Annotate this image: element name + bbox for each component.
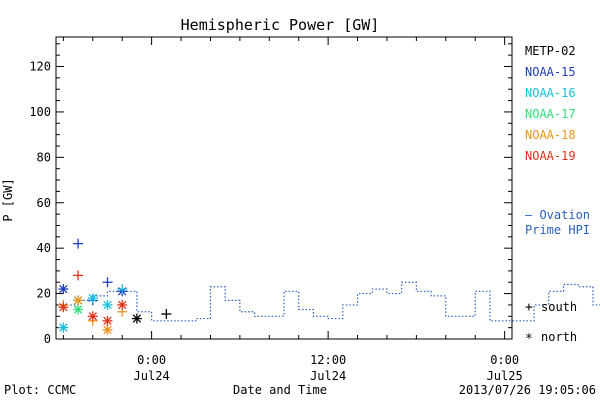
north-marker [87,311,98,322]
marker-stroke [103,316,112,326]
marker-stroke [73,296,83,305]
legend-entry: NOAA-18 [525,128,576,142]
marker-stroke [59,284,68,294]
x-axis-label: Date and Time [233,383,327,397]
north-marker [117,299,128,310]
chart-title: Hemispheric Power [GW] [181,16,380,34]
x-tick-date: Jul24 [134,369,170,383]
ovation-hpi-line [63,281,600,322]
x-tick-date: Jul24 [310,369,346,383]
north-marker [131,313,142,324]
plot-frame [55,36,513,340]
ovation-legend-line1: — Ovation [525,208,590,222]
north-marker [58,322,69,333]
x-tick-date: Jul25 [487,369,523,383]
north-marker [58,302,69,313]
marker-stroke [59,323,68,332]
south-marker [73,238,84,249]
x-tick-time: 12:00 [310,353,346,367]
marker-stroke [103,300,112,310]
south-marker [117,284,128,295]
legend: METP-02 NOAA-15 NOAA-16 NOAA-17 NOAA-18 NOAA-… [525,44,576,163]
north-marker [102,324,113,335]
legend-entry: NOAA-16 [525,86,576,100]
legend-entry: NOAA-15 [525,65,576,79]
plot-timestamp: 2013/07/26 19:05:06 [459,383,596,397]
south-marker [73,270,84,281]
north-marker [87,293,98,304]
x-tick-time: 0:00 [137,353,166,367]
north-marker [73,304,84,315]
south-marker [161,309,172,320]
marker-legend-south-label: south [541,300,577,314]
y-tick-label: 120 [29,60,51,74]
marker-legend-north-label: north [541,330,577,344]
north-marker [58,284,69,295]
marker-stroke [117,300,127,310]
satellite-points [58,238,172,335]
y-tick-label: 40 [37,241,51,255]
legend-entry: METP-02 [525,44,576,58]
y-tick-label: 60 [37,196,51,210]
x-tick-time: 0:00 [490,353,519,367]
north-marker [102,315,113,326]
y-tick-label: 0 [44,332,51,346]
north-marker [73,295,84,306]
plot-credit: Plot: CCMC [4,383,76,397]
marker-stroke [88,312,97,321]
marker-stroke [73,305,83,314]
y-tick-label: 80 [37,150,51,164]
marker-legend-south-symbol: + [525,300,533,315]
x-ticks: 0:00Jul2412:00Jul240:00Jul2512:00Jul250:… [62,37,523,383]
y-tick-label: 100 [29,105,51,119]
south-marker [102,277,113,288]
marker-stroke [132,314,142,323]
ovation-legend-line2: Prime HPI [525,223,590,237]
marker-stroke [103,325,112,335]
y-tick-label: 20 [37,287,51,301]
north-marker [102,299,113,310]
ovation-series [63,281,600,322]
y-ticks: 0 20 40 60 80 100 120 [29,43,512,346]
marker-stroke [59,303,68,312]
legend-entry: NOAA-19 [525,149,576,163]
legend-entry: NOAA-17 [525,107,576,121]
marker-stroke [88,293,97,303]
y-axis-label: P [GW] [1,178,15,221]
marker-legend-north-symbol: * [525,332,533,347]
